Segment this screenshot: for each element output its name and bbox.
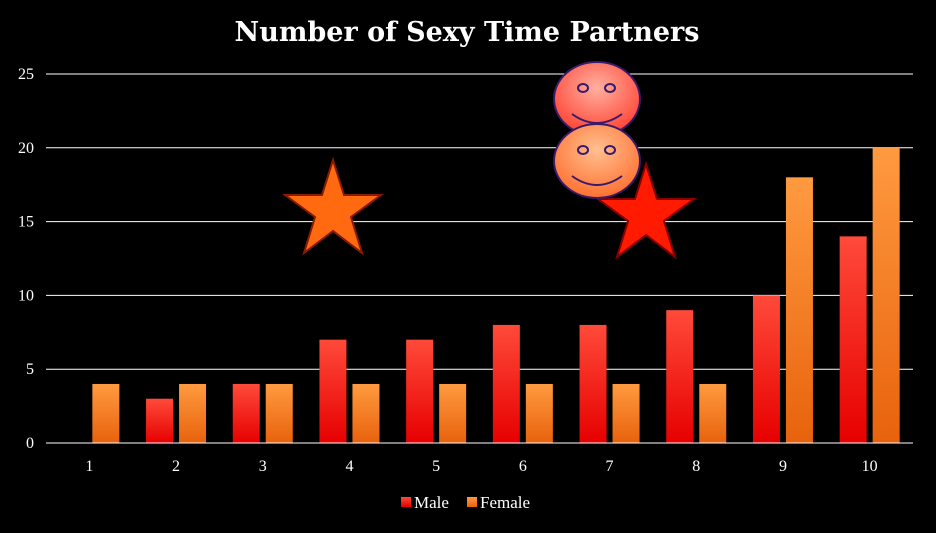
gridlines (46, 73, 913, 444)
x-tick-label: 7 (606, 458, 614, 475)
x-tick-label: 5 (432, 458, 440, 475)
x-axis: 1 2 3 4 5 6 7 8 9 10 (46, 442, 913, 475)
star-icon (594, 160, 698, 260)
bar-male (666, 310, 694, 443)
bar-female (612, 383, 640, 443)
x-tick-label: 8 (692, 458, 700, 475)
bar-male (579, 324, 607, 443)
bar-female (352, 383, 380, 443)
y-axis: 0 5 10 15 20 25 (18, 66, 34, 452)
bar-male (406, 339, 434, 443)
x-tick-label: 6 (519, 458, 527, 475)
bar-female (699, 383, 727, 443)
bar-male (146, 398, 174, 443)
bar-male (232, 383, 260, 443)
bar-female (439, 383, 467, 443)
y-tick-label: 25 (18, 66, 34, 83)
legend-swatch-male (401, 497, 411, 507)
legend: Male Female (401, 493, 530, 512)
smiley-face-icon (553, 123, 641, 199)
y-tick-label: 15 (18, 214, 34, 231)
x-tick-label: 3 (259, 458, 267, 475)
x-tick-label: 4 (345, 458, 353, 475)
bar-female (92, 383, 120, 443)
legend-swatch-female (467, 497, 477, 507)
y-tick-label: 0 (26, 435, 34, 452)
x-tick-label: 10 (862, 458, 878, 475)
bar-female (265, 383, 293, 443)
x-tick-label: 2 (172, 458, 180, 475)
bar-female (179, 383, 207, 443)
x-tick-label: 9 (779, 458, 787, 475)
star-icon (281, 156, 385, 256)
bar-male (319, 339, 347, 443)
x-tick-label: 1 (85, 458, 93, 475)
bar-series (92, 147, 900, 444)
chart-title: Number of Sexy Time Partners (235, 17, 700, 48)
bar-female (785, 177, 813, 443)
y-tick-label: 5 (26, 361, 34, 378)
bar-male (752, 295, 780, 443)
legend-label-male: Male (414, 493, 449, 512)
bar-male (839, 236, 867, 443)
bar-female (525, 383, 553, 443)
y-tick-label: 20 (18, 140, 34, 157)
legend-label-female: Female (480, 493, 530, 512)
y-tick-label: 10 (18, 287, 34, 304)
bar-female (872, 147, 900, 444)
bar-male (492, 324, 520, 443)
